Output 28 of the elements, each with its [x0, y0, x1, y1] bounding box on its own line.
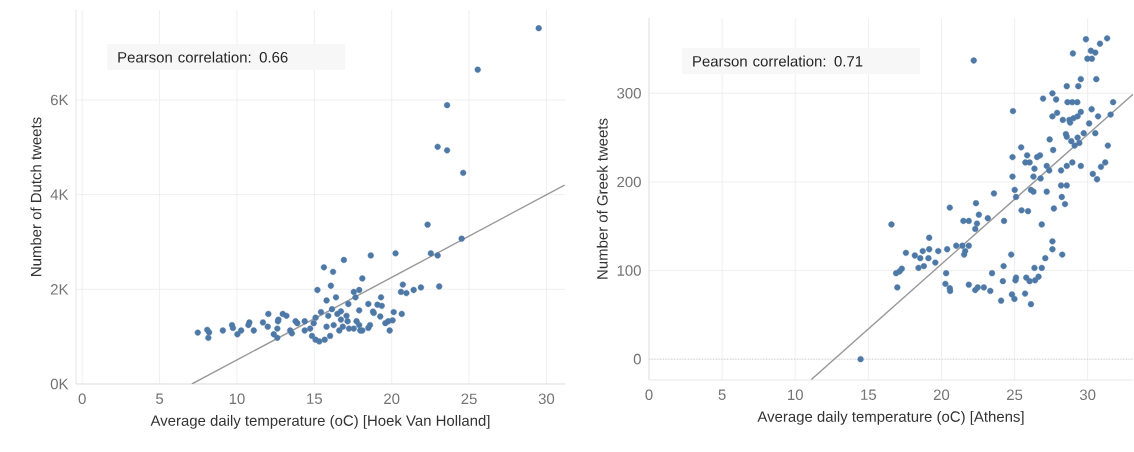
annotation: Pearson correlation: 0.71 — [693, 55, 863, 67]
x-tick-label: 5 — [156, 393, 164, 404]
x-tick-label: 0 — [645, 389, 653, 401]
x-tick-label: 10 — [229, 393, 245, 405]
x-tick-label: 20 — [384, 393, 400, 405]
y-axis-title: Number of Greek tweets — [596, 118, 608, 279]
x-tick-label: 25 — [461, 393, 477, 405]
y-tick-label: 4K — [50, 189, 69, 200]
y-tick-label: 0K — [50, 378, 69, 390]
x-axis-title: Average daily temperature (oC) [Hoek Van Holland] — [150, 414, 490, 429]
x-tick-label: 25 — [1007, 389, 1023, 401]
y-tick-label: 6K — [50, 94, 69, 106]
y-tick-label: 300 — [617, 88, 641, 99]
x-tick-label: 30 — [538, 393, 555, 405]
x-tick-label: 30 — [1079, 389, 1096, 401]
x-tick-label: 10 — [788, 389, 803, 401]
x-tick-label: 15 — [861, 389, 877, 400]
x-tick-label: 5 — [718, 389, 726, 400]
y-tick-label: 0 — [633, 353, 641, 365]
annotation: Pearson correlation: 0.66 — [118, 51, 288, 63]
x-tick-label: 0 — [78, 393, 86, 405]
x-tick-label: 15 — [307, 393, 323, 404]
y-tick-label: 2K — [50, 284, 69, 295]
y-tick-label: 100 — [617, 265, 641, 276]
x-tick-label: 20 — [933, 389, 950, 401]
y-tick-label: 200 — [617, 176, 641, 188]
y-axis-title: Number of Dutch tweets — [30, 117, 42, 276]
x-axis-title: Average daily temperature (oC) [Athens] — [757, 410, 1024, 425]
